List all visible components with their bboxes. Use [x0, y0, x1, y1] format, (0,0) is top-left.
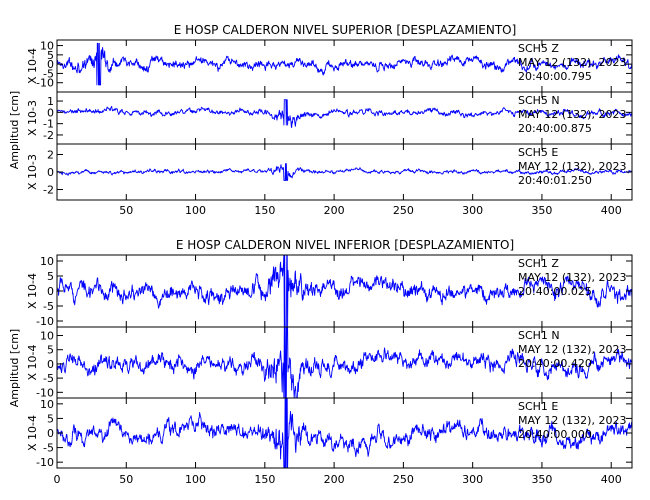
- y-tick-label: 0: [47, 106, 54, 119]
- x-tick-label: 150: [254, 204, 275, 217]
- y-tick-label: -2: [43, 184, 54, 197]
- scale-label: X 10-3: [26, 100, 39, 136]
- y-tick-label: 1: [47, 95, 54, 108]
- y-tick-label: 0: [47, 166, 54, 179]
- station-label: SCH1 N: [518, 329, 560, 342]
- x-tick-label: 200: [324, 204, 345, 217]
- x-tick-label: 100: [185, 473, 206, 486]
- scale-label: X 10-4: [26, 48, 39, 84]
- x-tick-label: 250: [393, 204, 414, 217]
- x-tick-label: 400: [601, 473, 622, 486]
- station-label: SCH5 Z: [518, 42, 559, 55]
- date-label: MAY 12 (132), 2023: [518, 108, 626, 121]
- y-tick-label: 10: [40, 255, 54, 268]
- chart-title-superior: E HOSP CALDERON NIVEL SUPERIOR [DESPLAZA…: [174, 23, 517, 37]
- date-label: MAY 12 (132), 2023: [518, 343, 626, 356]
- time-label: 20:40:00.795: [518, 70, 592, 83]
- y-tick-label: 0: [47, 285, 54, 298]
- time-label: 20:40:00.420: [518, 357, 592, 370]
- y-tick-label: 10: [40, 40, 54, 53]
- x-tick-label: 300: [462, 204, 483, 217]
- x-tick-label: 400: [601, 204, 622, 217]
- x-tick-label: 350: [531, 473, 552, 486]
- station-label: SCH1 E: [518, 400, 558, 413]
- date-label: MAY 12 (132), 2023: [518, 271, 626, 284]
- y-tick-label: -10: [36, 386, 54, 399]
- time-label: 20:40:00.000: [518, 428, 592, 441]
- x-tick-label: 350: [531, 204, 552, 217]
- date-label: MAY 12 (132), 2023: [518, 414, 626, 427]
- waveform-line: [57, 99, 632, 129]
- y-tick-label: 5: [47, 49, 54, 62]
- x-tick-label: 100: [185, 204, 206, 217]
- x-tick-label: 150: [254, 473, 275, 486]
- waveform-line: [57, 163, 632, 181]
- waveform-line: [57, 398, 632, 468]
- scale-label: X 10-4: [26, 415, 39, 451]
- waveform-line: [57, 255, 632, 327]
- y-tick-label: 5: [47, 344, 54, 357]
- y-tick-label: -1: [43, 118, 54, 131]
- scale-label: X 10-4: [26, 273, 39, 309]
- scale-label: X 10-4: [26, 345, 39, 381]
- x-tick-label: 50: [119, 473, 133, 486]
- y-tick-label: 10: [40, 398, 54, 411]
- y-tick-label: 2: [47, 149, 54, 162]
- y-tick-label: -5: [43, 372, 54, 385]
- scale-label: X 10-3: [26, 154, 39, 190]
- y-tick-label: -10: [36, 456, 54, 469]
- y-tick-label: 5: [47, 270, 54, 283]
- y-tick-label: 10: [40, 330, 54, 343]
- waveform-line: [57, 327, 632, 398]
- y-tick-label: -10: [36, 315, 54, 328]
- y-tick-label: 0: [47, 58, 54, 71]
- date-label: MAY 12 (132), 2023: [518, 160, 626, 173]
- x-tick-label: 300: [462, 473, 483, 486]
- y-tick-label: -5: [43, 67, 54, 80]
- chart-title-inferior: E HOSP CALDERON NIVEL INFERIOR [DESPLAZA…: [176, 238, 514, 252]
- time-label: 20:40:00.875: [518, 122, 592, 135]
- ylabel-superior: Amplitud [cm]: [8, 91, 21, 169]
- y-tick-label: 0: [47, 358, 54, 371]
- y-tick-label: 0: [47, 427, 54, 440]
- x-tick-label: 50: [119, 204, 133, 217]
- x-tick-label: 0: [54, 473, 61, 486]
- date-label: MAY 12 (132), 2023: [518, 56, 626, 69]
- y-tick-label: -5: [43, 300, 54, 313]
- x-tick-label: 200: [324, 473, 345, 486]
- waveform-line: [57, 42, 632, 86]
- station-label: SCH1 Z: [518, 257, 559, 270]
- y-tick-label: 5: [47, 412, 54, 425]
- y-tick-label: -5: [43, 442, 54, 455]
- y-tick-label: -2: [43, 129, 54, 142]
- station-label: SCH5 E: [518, 146, 558, 159]
- x-tick-label: 250: [393, 473, 414, 486]
- ylabel-inferior: Amplitud [cm]: [8, 329, 21, 407]
- time-label: 20:40:01.250: [518, 174, 592, 187]
- time-label: 20:40:00.025: [518, 285, 592, 298]
- y-tick-label: -10: [36, 77, 54, 90]
- station-label: SCH5 N: [518, 94, 560, 107]
